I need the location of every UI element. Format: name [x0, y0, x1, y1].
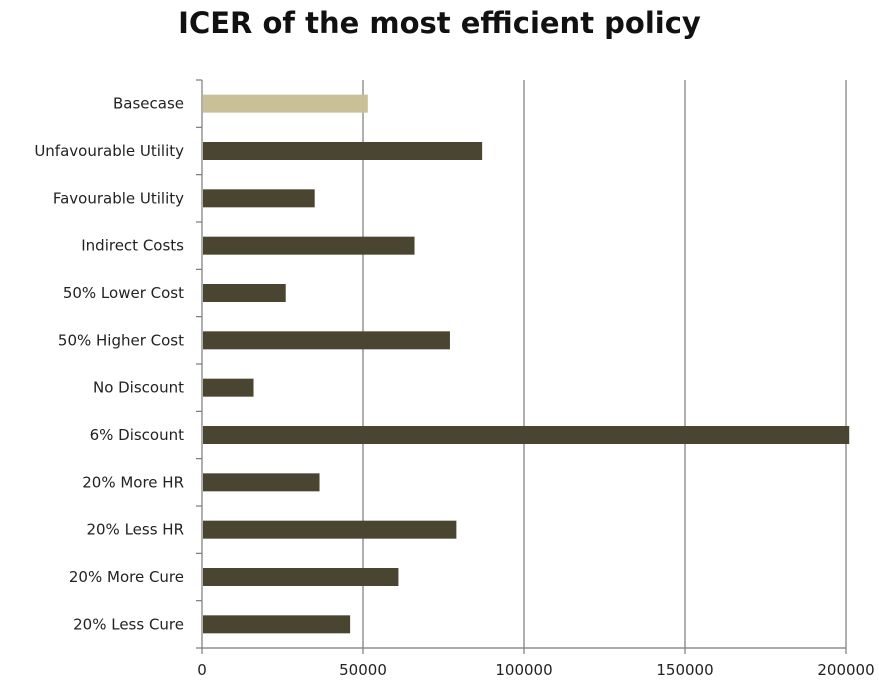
category-label: Favourable Utility: [53, 189, 184, 207]
x-tick-label: 0: [197, 661, 207, 679]
category-label: Basecase: [113, 95, 184, 113]
x-tick-label: 150000: [656, 661, 713, 679]
category-labels: Basecase Unfavourable Utility Favourable U…: [34, 95, 184, 634]
bar: [203, 520, 457, 539]
bar: [203, 189, 315, 208]
category-label: Unfavourable Utility: [34, 142, 184, 160]
bar: [203, 331, 450, 350]
category-label: 20% Less Cure: [73, 615, 184, 633]
tick-labels: 0 50000 100000 150000 200000: [197, 661, 874, 679]
bar: [203, 568, 399, 586]
bar: [203, 284, 286, 302]
category-label: Indirect Costs: [81, 237, 184, 255]
bar: [203, 473, 320, 492]
bar: [203, 142, 483, 160]
bar: [203, 94, 368, 113]
bar: [203, 236, 415, 255]
axes: [196, 79, 847, 654]
bar: [203, 615, 351, 634]
category-label: 50% Lower Cost: [63, 284, 184, 302]
x-tick-label: 50000: [339, 661, 387, 679]
category-label: 20% More Cure: [69, 568, 184, 586]
category-label: 20% More HR: [82, 473, 184, 491]
bar: [203, 426, 850, 444]
category-label: 6% Discount: [90, 426, 185, 444]
category-label: No Discount: [93, 379, 184, 397]
bars: [203, 94, 850, 634]
bar: [203, 378, 254, 397]
category-label: 20% Less HR: [86, 521, 184, 539]
x-tick-label: 100000: [495, 661, 552, 679]
category-label: 50% Higher Cost: [58, 331, 184, 349]
x-tick-label: 200000: [817, 661, 874, 679]
chart-title: ICER of the most efficient policy: [178, 6, 701, 40]
gridlines: [362, 80, 847, 648]
